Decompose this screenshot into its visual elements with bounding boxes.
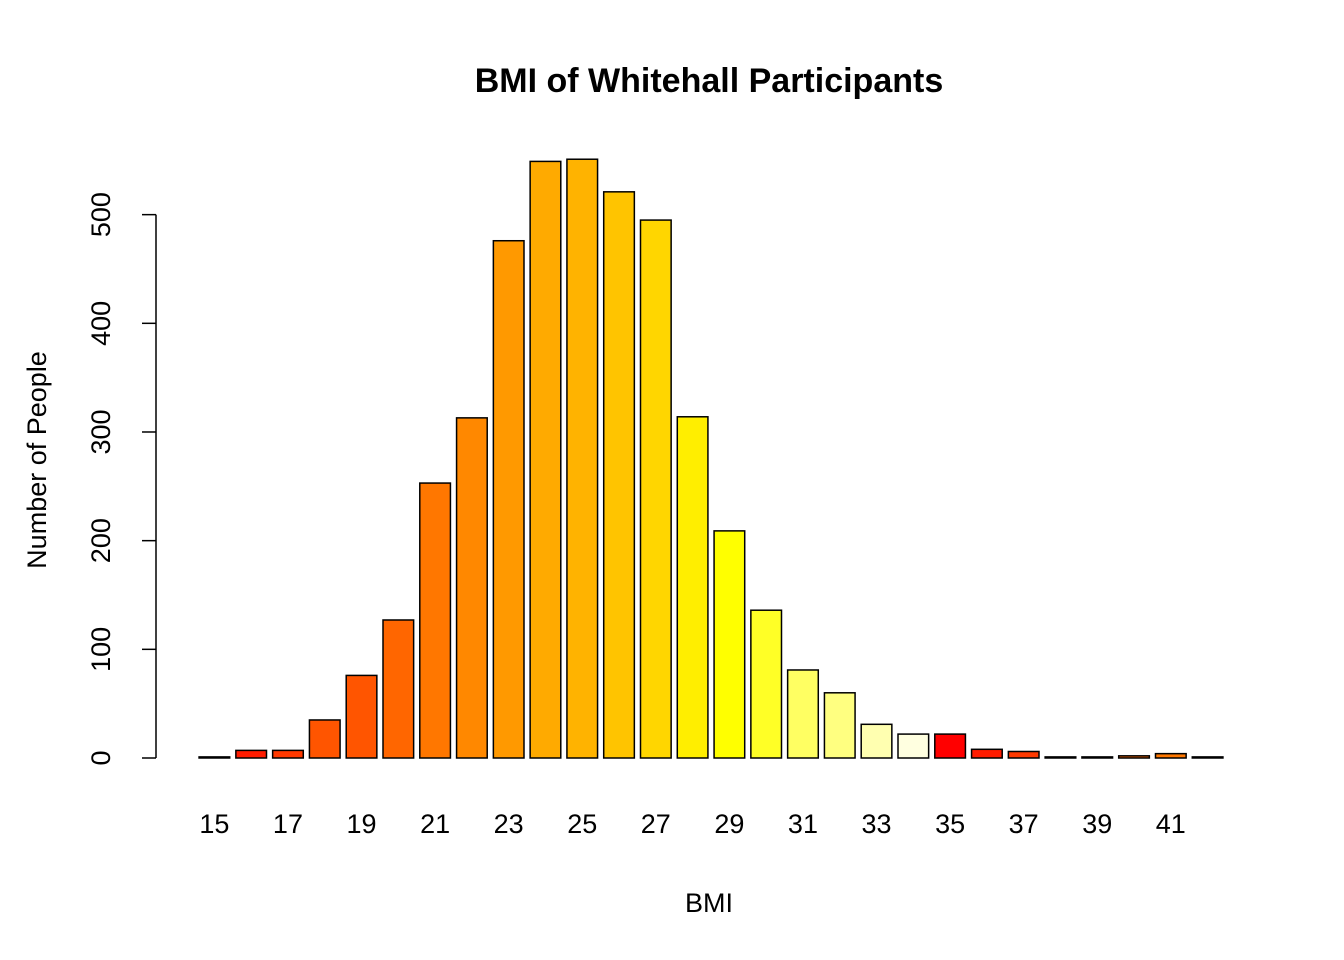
bar-37 xyxy=(1007,750,1040,759)
x-tick-label: 31 xyxy=(788,809,818,839)
x-tick-label: 29 xyxy=(714,809,744,839)
x-tick-label: 39 xyxy=(1082,809,1112,839)
bar-42 xyxy=(1191,756,1224,759)
x-tick-label: 41 xyxy=(1156,809,1186,839)
y-tick-label: 200 xyxy=(86,518,116,563)
bar-15 xyxy=(198,756,231,759)
x-tick-label: 27 xyxy=(641,809,671,839)
bar-33 xyxy=(860,723,893,759)
bar-21 xyxy=(419,482,452,759)
bar-39 xyxy=(1081,756,1114,759)
bar-16 xyxy=(235,749,268,759)
bar-28 xyxy=(676,416,709,759)
bar-26 xyxy=(602,191,636,759)
x-tick-label: 33 xyxy=(862,809,892,839)
y-tick-label: 300 xyxy=(86,409,116,454)
bars xyxy=(198,158,1224,759)
bar-41 xyxy=(1154,752,1187,759)
x-tick-label: 17 xyxy=(273,809,303,839)
x-tick-label: 37 xyxy=(1009,809,1039,839)
bar-29 xyxy=(713,530,746,759)
bar-40 xyxy=(1117,755,1151,759)
y-axis-label: Number of People xyxy=(22,351,52,569)
bar-19 xyxy=(345,674,378,759)
y-tick-label: 500 xyxy=(86,192,116,237)
bar-32 xyxy=(823,692,856,759)
bar-31 xyxy=(786,669,820,759)
bar-27 xyxy=(639,219,672,759)
bar-23 xyxy=(492,239,525,759)
bar-20 xyxy=(382,619,415,759)
y-axis: 0 100 200 300 400 500 xyxy=(86,192,157,766)
x-tick-label: 21 xyxy=(420,809,450,839)
bar-22 xyxy=(455,417,488,759)
y-tick-label: 100 xyxy=(86,627,116,672)
chart-title: BMI of Whitehall Participants xyxy=(475,62,943,100)
x-tick-label: 23 xyxy=(494,809,524,839)
bar-24 xyxy=(529,160,562,759)
x-axis-label: BMI xyxy=(685,888,733,918)
y-tick-label: 400 xyxy=(86,301,116,346)
bar-18 xyxy=(308,719,341,759)
x-tick-label: 15 xyxy=(199,809,229,839)
y-tick-label: 0 xyxy=(86,750,116,765)
x-tick-label: 19 xyxy=(347,809,377,839)
bar-36 xyxy=(970,748,1003,759)
bar-30 xyxy=(750,609,783,759)
x-tick-label: 35 xyxy=(935,809,965,839)
bar-25 xyxy=(566,158,599,759)
bar-35 xyxy=(934,733,967,759)
x-axis-tick-labels: 15 17 19 21 23 25 27 29 31 33 35 37 39 41 xyxy=(199,809,1185,839)
bar-38 xyxy=(1044,756,1077,759)
bar-17 xyxy=(271,749,305,759)
bar-34 xyxy=(897,733,930,759)
x-tick-label: 25 xyxy=(567,809,597,839)
